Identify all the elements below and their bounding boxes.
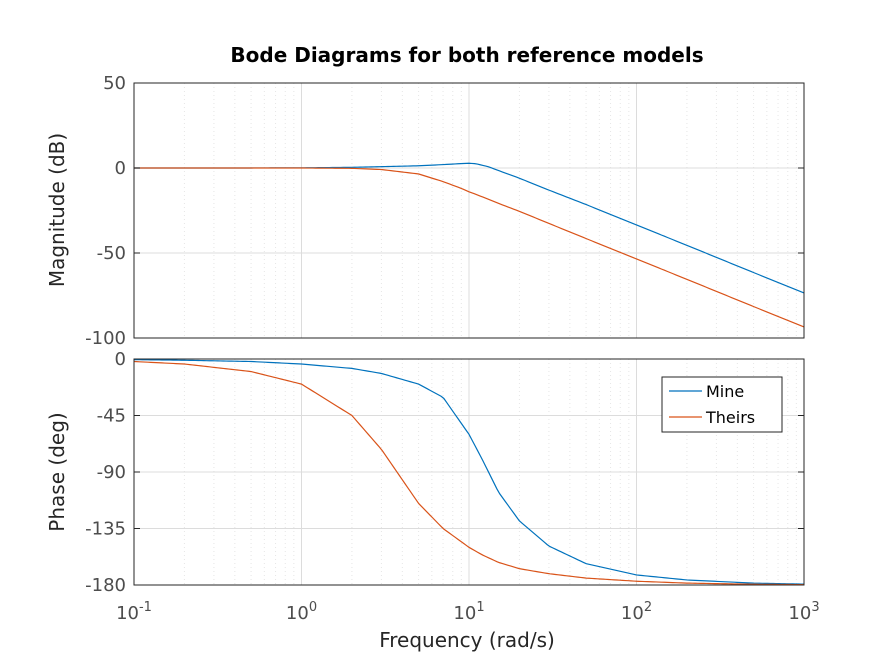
x-axis-label: Frequency (rad/s)	[379, 628, 555, 652]
y-tick-label: -45	[97, 406, 126, 427]
magnitude-y-ticks: 50 0 -50 -100	[85, 73, 804, 349]
y-tick-label: -90	[97, 462, 126, 483]
y-tick-label: 0	[115, 158, 126, 179]
x-tick-label: 100	[286, 600, 317, 624]
x-tick-label: 101	[453, 600, 484, 624]
series-line-mine	[133, 359, 805, 585]
y-tick-label: 50	[103, 73, 126, 94]
x-tick-label: 103	[788, 600, 819, 624]
magnitude-axes-frame	[133, 82, 805, 339]
y-tick-label: -180	[85, 575, 126, 596]
magnitude-grid	[134, 83, 804, 338]
y-tick-label: -135	[85, 519, 126, 540]
phase-y-ticks: 0 -45 -90 -135 -180	[85, 349, 804, 596]
x-tick-labels: 10-1 100 101 102 103	[116, 600, 820, 624]
series-line-theirs	[133, 360, 805, 586]
y-tick-label: -50	[97, 243, 126, 264]
legend-box	[661, 376, 783, 433]
x-tick-label: 102	[621, 600, 652, 624]
legend: Mine Theirs	[661, 376, 783, 433]
series-line-theirs	[134, 167, 805, 328]
y-tick-label: 0	[115, 349, 126, 370]
x-tick-label: 10-1	[116, 600, 152, 624]
legend-label-theirs: Theirs	[705, 408, 755, 427]
chart-title: Bode Diagrams for both reference models	[230, 43, 703, 67]
phase-y-axis-label: Phase (deg)	[45, 412, 69, 531]
legend-label-mine: Mine	[706, 382, 744, 401]
magnitude-y-axis-label: Magnitude (dB)	[45, 133, 69, 287]
phase-series	[133, 359, 805, 586]
y-tick-label: -100	[85, 328, 126, 349]
magnitude-series	[134, 162, 805, 328]
